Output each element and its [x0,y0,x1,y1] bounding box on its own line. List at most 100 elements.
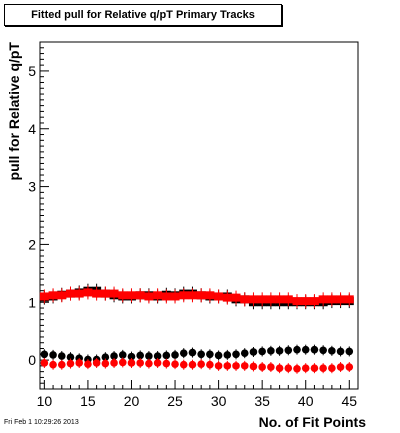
data-point [171,351,179,359]
data-point [301,345,310,354]
data-point [179,291,189,300]
data-point [136,351,144,360]
data-point [144,292,154,301]
data-point [257,295,267,304]
data-point [179,360,188,369]
data-point [92,359,101,367]
y-tick-label: 4 [28,121,36,137]
data-point [145,359,153,368]
data-point [240,349,249,357]
data-point [196,291,206,300]
data-point [84,360,92,368]
data-point [328,364,336,372]
data-point [65,289,75,298]
data-point [222,293,232,302]
data-point [110,359,118,367]
data-point [267,347,275,355]
data-point [206,360,214,369]
data-point [248,295,258,304]
y-tick-label: 1 [28,294,36,310]
x-tick-label: 25 [167,393,183,409]
data-point [126,291,136,300]
chart-title-box: Fitted pull for Relative q/pT Primary Tr… [4,4,282,26]
data-point [162,359,171,368]
data-point [153,291,163,300]
data-point [214,351,223,360]
data-point [49,351,57,359]
data-point [153,359,162,367]
data-point [223,351,232,359]
data-point [110,352,118,360]
data-point [344,295,354,304]
data-point [145,352,153,360]
data-point [118,291,128,300]
data-point [249,362,258,371]
x-tick-label: 45 [341,393,357,409]
data-point [267,363,275,371]
data-point [258,347,266,356]
data-point [214,292,224,301]
x-tick-label: 20 [124,393,140,409]
data-point [171,360,179,368]
data-point [266,295,276,304]
data-point [232,362,240,370]
data-point [135,291,145,300]
data-point [127,359,136,367]
data-point [100,289,110,298]
data-point [109,289,119,298]
data-point [319,346,327,355]
data-point [328,347,336,355]
data-point [310,345,319,354]
x-tick-label: 10 [37,393,53,409]
data-point [336,347,345,356]
data-point [66,353,75,361]
x-tick-label: 40 [298,393,314,409]
x-tick-label: 30 [211,393,227,409]
data-point [57,291,67,300]
x-tick-label: 15 [80,393,96,409]
data-point [118,351,127,359]
data-point [127,352,136,361]
data-point [336,295,346,304]
chart-marks [39,283,354,374]
data-point [275,295,285,304]
data-point [223,362,232,370]
chart-title: Fitted pull for Relative q/pT Primary Tr… [31,9,255,21]
data-point [309,297,319,306]
data-point [310,364,319,372]
data-point [66,359,75,368]
data-point [336,363,345,371]
data-point [206,350,214,359]
data-point [162,351,171,360]
data-point [179,349,188,357]
y-tick-label: 3 [28,179,36,195]
y-tick-label: 2 [28,236,36,252]
data-point [301,364,310,372]
data-point [197,350,205,359]
data-point [284,346,293,355]
data-point [187,291,197,300]
data-point [153,352,162,360]
data-point [327,295,337,304]
data-point [92,289,102,298]
data-point [240,295,250,304]
data-point [75,359,84,367]
data-point [39,292,49,301]
data-point [57,352,66,360]
data-point [240,362,249,370]
data-point [101,359,110,368]
data-point [249,348,258,356]
data-point [48,291,58,300]
data-point [74,289,84,298]
data-point [283,295,293,304]
data-point [345,363,354,371]
data-point [319,364,327,372]
data-point [197,360,205,368]
data-point [170,292,180,301]
data-point [40,350,49,359]
data-point [231,293,241,302]
data-point [293,345,301,354]
data-point [83,288,93,297]
